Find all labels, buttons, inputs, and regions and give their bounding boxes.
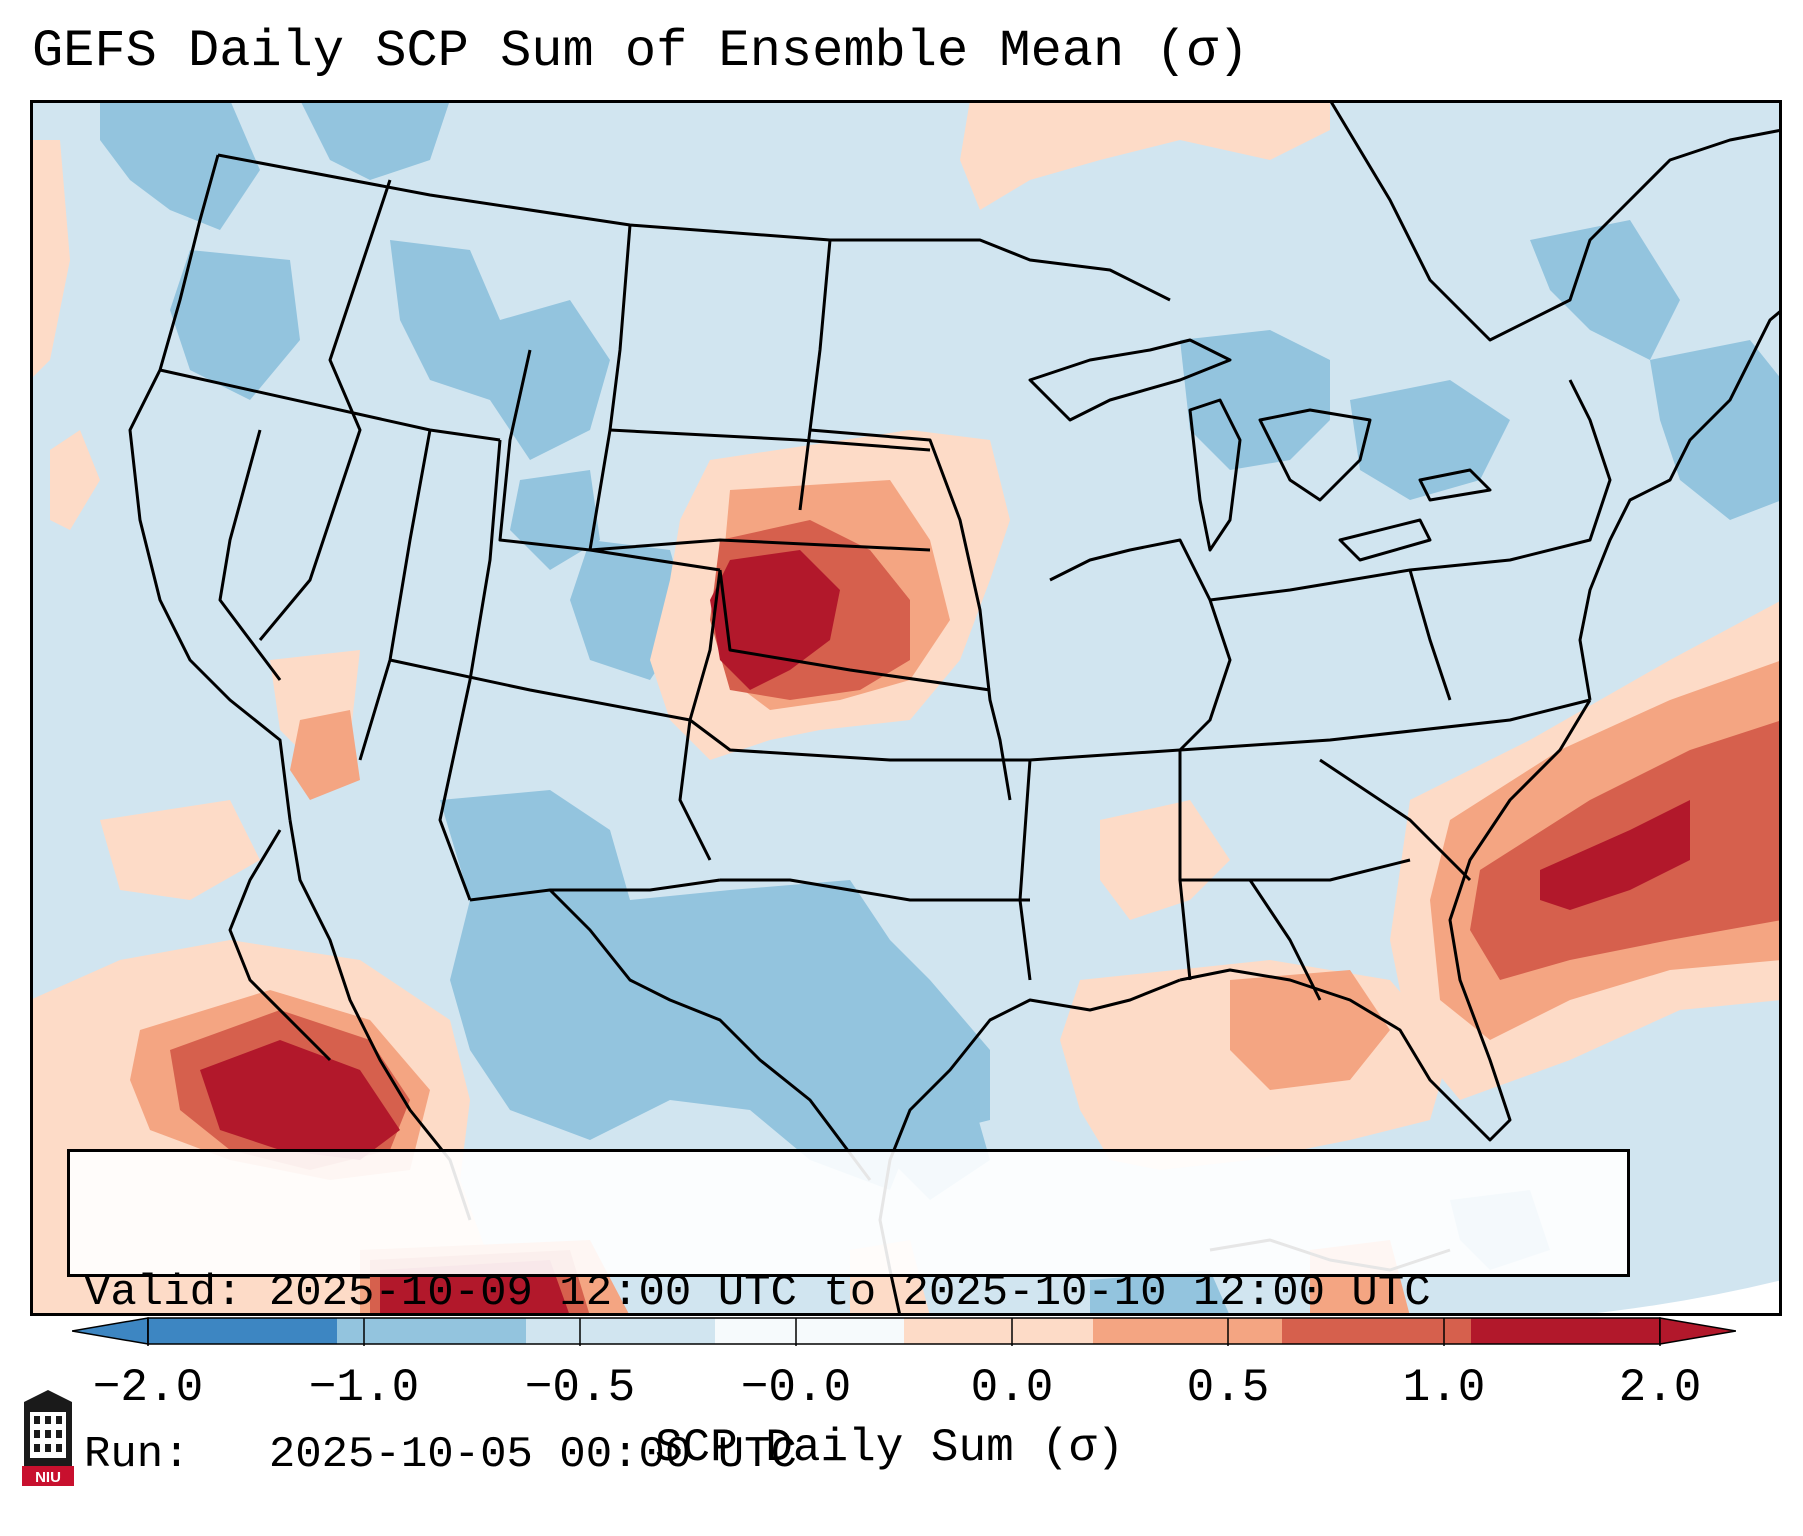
colorbar-extend-low <box>72 1317 149 1345</box>
colorbar-bin <box>1093 1318 1283 1344</box>
colorbar-bin <box>148 1318 338 1344</box>
run-label: Run: <box>84 1430 190 1480</box>
colorbar-tick-label: −2.0 <box>92 1362 204 1414</box>
colorbar-tick-label: −0.0 <box>740 1362 852 1414</box>
colorbar-bin <box>526 1318 716 1344</box>
colorbar-bin <box>1282 1318 1472 1344</box>
colorbar <box>72 1317 1736 1346</box>
logo-text: NIU <box>35 1469 61 1486</box>
run-value: 2025-10-05 00:00 UTC <box>268 1430 797 1480</box>
map-title: GEFS Daily SCP Sum of Ensemble Mean (σ) <box>32 22 1249 81</box>
colorbar-label: SCP Daily Sum (σ) <box>654 1422 1125 1474</box>
colorbar-tick-label: −0.5 <box>524 1362 636 1414</box>
colorbar-tick-label: 1.0 <box>1402 1362 1486 1414</box>
colorbar-tick-label: 0.5 <box>1186 1362 1270 1414</box>
colorbar-bin <box>337 1318 527 1344</box>
map-frame <box>30 100 1782 1316</box>
niu-logo: NIU <box>22 1390 74 1486</box>
valid-run-box: Valid: 2025-10-09 12:00 UTC to 2025-10-1… <box>67 1149 1630 1480</box>
colorbar-bin <box>715 1318 905 1344</box>
colorbar-tick-label: 0.0 <box>970 1362 1054 1414</box>
colorbar-tick-label: −1.0 <box>308 1362 420 1414</box>
valid-label: Valid: <box>84 1268 243 1318</box>
colorbar-tick-label: 2.0 <box>1618 1362 1702 1414</box>
run-row: Run: 2025-10-05 00:00 UTC <box>84 1428 1627 1482</box>
scp-map <box>30 100 1782 1316</box>
colorbar-bin <box>1471 1318 1661 1344</box>
valid-value: 2025-10-09 12:00 UTC to 2025-10-10 12:00… <box>268 1268 1431 1318</box>
colorbar-extend-high <box>1659 1317 1736 1345</box>
valid-row: Valid: 2025-10-09 12:00 UTC to 2025-10-1… <box>84 1266 1627 1320</box>
projection-edge-right <box>1570 1280 1782 1316</box>
colorbar-bin <box>904 1318 1094 1344</box>
